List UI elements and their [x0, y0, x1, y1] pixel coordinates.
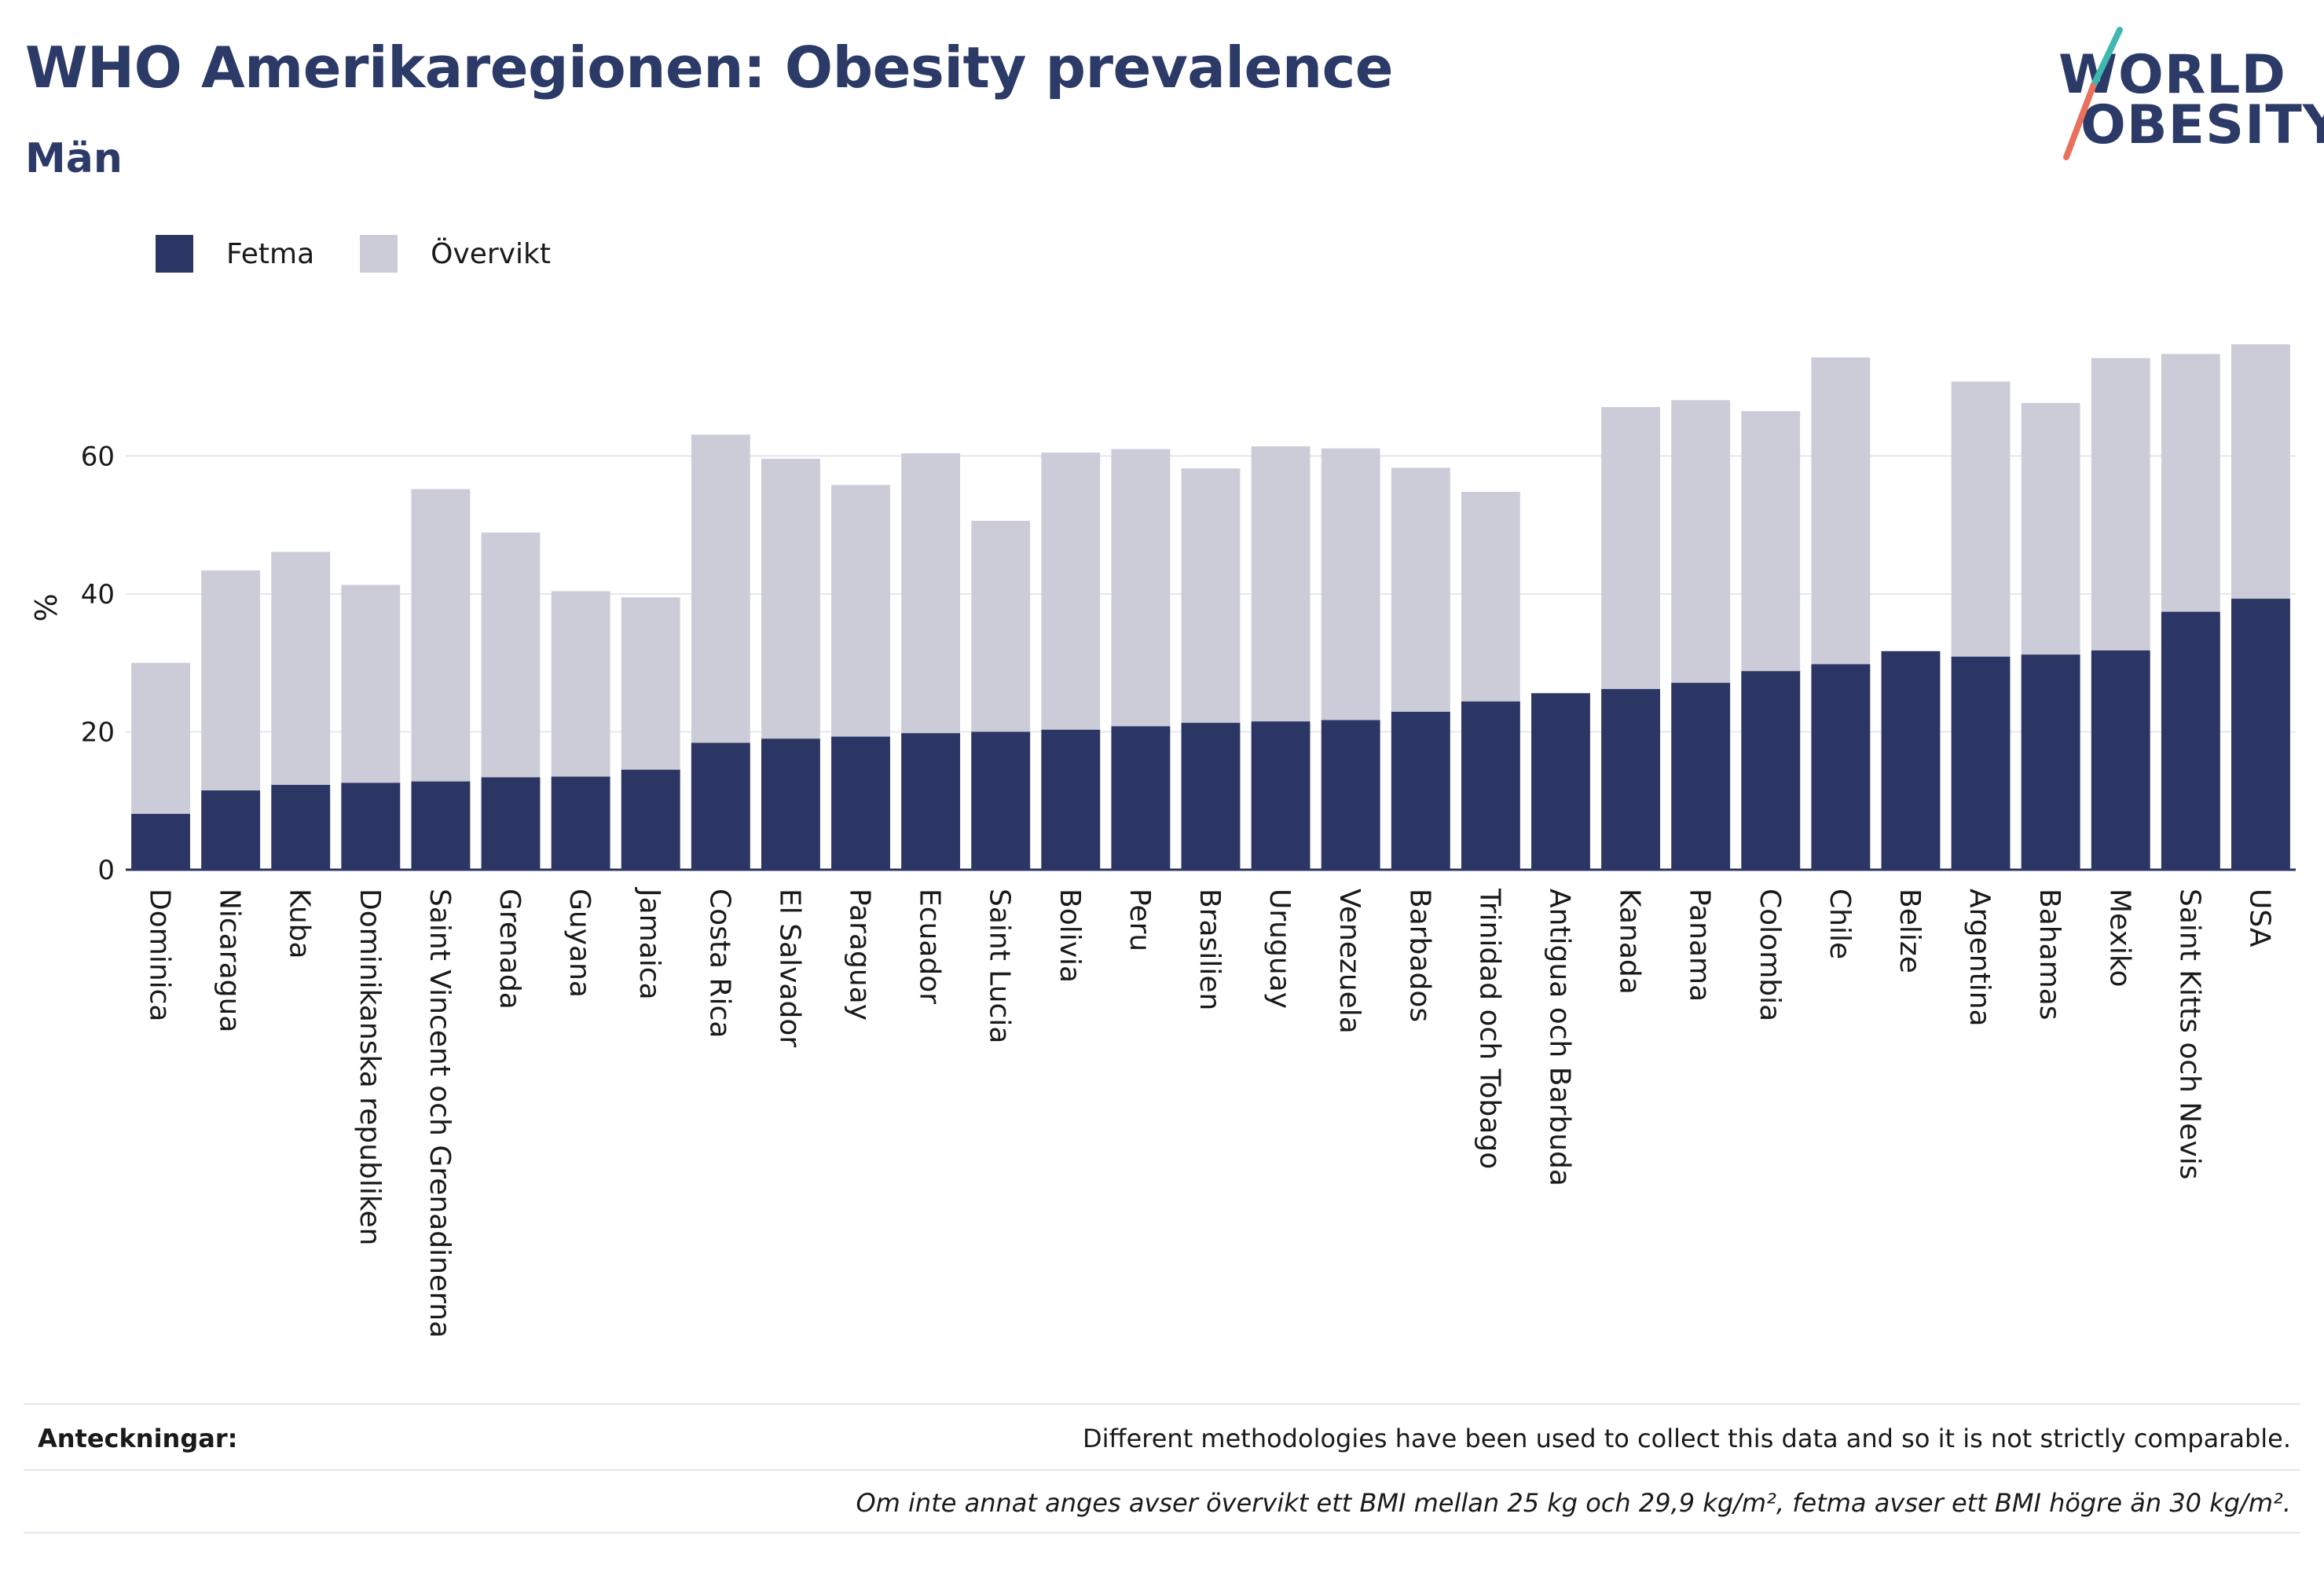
chart-legend: Fetma Övervikt: [156, 234, 596, 273]
x-tick-label: Guyana: [563, 889, 596, 998]
x-tick-label: Panama: [1684, 889, 1716, 1002]
legend-label-overvikt: Övervikt: [431, 237, 551, 270]
bar-fetma: [621, 769, 680, 870]
x-tick-label: Paraguay: [844, 889, 876, 1021]
x-tick-label: Ecuador: [914, 889, 946, 1004]
bar-fetma: [1671, 683, 1731, 870]
chart-subtitle: Män: [25, 135, 123, 182]
bar-fetma: [1881, 651, 1941, 870]
notes-label: Anteckningar:: [38, 1424, 238, 1453]
x-tick-label: Saint Vincent och Grenadinerna: [423, 889, 456, 1338]
x-tick-label: Belize: [1893, 889, 1926, 973]
bar-fetma: [271, 785, 331, 870]
x-tick-label: Barbados: [1403, 889, 1435, 1022]
world-obesity-logo: WORLD OBESITY: [2043, 24, 2324, 165]
legend-item-overvikt: Övervikt: [360, 235, 551, 273]
legend-swatch-fetma: [156, 235, 193, 273]
bar-fetma: [1461, 701, 1520, 870]
bar-fetma: [481, 777, 541, 870]
notes-footnote: Om inte annat anges avser övervikt ett B…: [856, 1488, 2291, 1518]
bar-fetma: [901, 733, 961, 870]
legend-swatch-overvikt: [360, 235, 398, 273]
x-tick-label: Costa Rica: [703, 889, 735, 1038]
notes-divider-bottom: [24, 1532, 2300, 1534]
x-tick-label: Uruguay: [1263, 889, 1296, 1009]
x-tick-label: USA: [2243, 889, 2275, 947]
bar-chart: 0 20 40 60% Dominica Nicaragua Kuba Dominikansk…: [29, 344, 2296, 1338]
bar-fetma: [1741, 671, 1801, 870]
x-tick-label: Argentina: [1963, 889, 1996, 1027]
y-tick-label: 60: [81, 441, 115, 472]
x-tick-label: Peru: [1124, 889, 1156, 951]
bar-fetma: [1391, 712, 1450, 870]
x-tick-label: Mexiko: [2103, 889, 2135, 987]
x-tick-label: Jamaica: [633, 887, 665, 1000]
x-tick-label: El Salvador: [773, 889, 805, 1047]
x-tick-label: Chile: [1824, 889, 1856, 959]
y-tick-label: 40: [81, 579, 115, 610]
bar-fetma: [1811, 664, 1871, 870]
bar-fetma: [761, 739, 820, 870]
bar-fetma: [2091, 650, 2150, 870]
notes-text: Different methodologies have been used t…: [1083, 1424, 2291, 1453]
x-tick-label: Bahamas: [2033, 889, 2066, 1021]
bar-fetma: [1181, 723, 1241, 870]
x-tick-label: Kanada: [1614, 889, 1646, 995]
x-tick-label: Antigua och Barbuda: [1543, 889, 1575, 1186]
notes-divider-middle: [24, 1469, 2300, 1471]
logo-slash-icon: [2063, 27, 2123, 160]
x-tick-label: Venezuela: [1333, 889, 1365, 1034]
chart-title: WHO Amerikaregionen: Obesity prevalence: [25, 35, 1394, 101]
bar-fetma: [691, 742, 750, 870]
bar-fetma: [341, 783, 401, 870]
bar-fetma: [1111, 726, 1171, 870]
x-tick-label: Trinidad och Tobago: [1473, 888, 1505, 1169]
x-tick-label: Brasilien: [1193, 889, 1226, 1010]
x-tick-label: Grenada: [493, 889, 526, 1010]
bar-fetma: [1041, 729, 1101, 870]
notes-divider-top: [24, 1403, 2300, 1405]
bar-fetma: [551, 776, 610, 870]
x-tick-label: Kuba: [284, 889, 316, 959]
x-tick-label: Bolivia: [1054, 889, 1086, 983]
x-tick-label: Dominikanska republiken: [354, 889, 386, 1245]
bar-fetma: [2161, 611, 2220, 870]
legend-item-fetma: Fetma: [156, 235, 314, 273]
bar-fetma: [411, 781, 471, 870]
y-tick-label: 0: [97, 855, 115, 886]
bar-fetma: [1601, 689, 1661, 870]
bar-fetma: [831, 736, 890, 870]
y-tick-label: 20: [81, 717, 115, 748]
legend-label-fetma: Fetma: [226, 237, 315, 270]
bar-fetma: [1531, 693, 1590, 870]
bar-fetma: [971, 731, 1031, 870]
bar-fetma: [1251, 721, 1310, 870]
bar-fetma: [2021, 654, 2080, 870]
x-tick-label: Dominica: [144, 889, 176, 1022]
x-tick-label: Nicaragua: [214, 889, 246, 1032]
logo-line-2: OBESITY: [2080, 94, 2324, 156]
x-tick-label: Saint Kitts och Nevis: [2173, 889, 2205, 1180]
bar-fetma: [2231, 599, 2290, 870]
bar-fetma: [1321, 720, 1380, 870]
x-tick-label: Saint Lucia: [984, 889, 1016, 1043]
x-tick-label: Colombia: [1754, 889, 1786, 1021]
bar-fetma: [131, 813, 190, 870]
bar-fetma: [1951, 656, 2011, 870]
bar-fetma: [201, 790, 261, 870]
y-axis-label: %: [29, 593, 64, 621]
